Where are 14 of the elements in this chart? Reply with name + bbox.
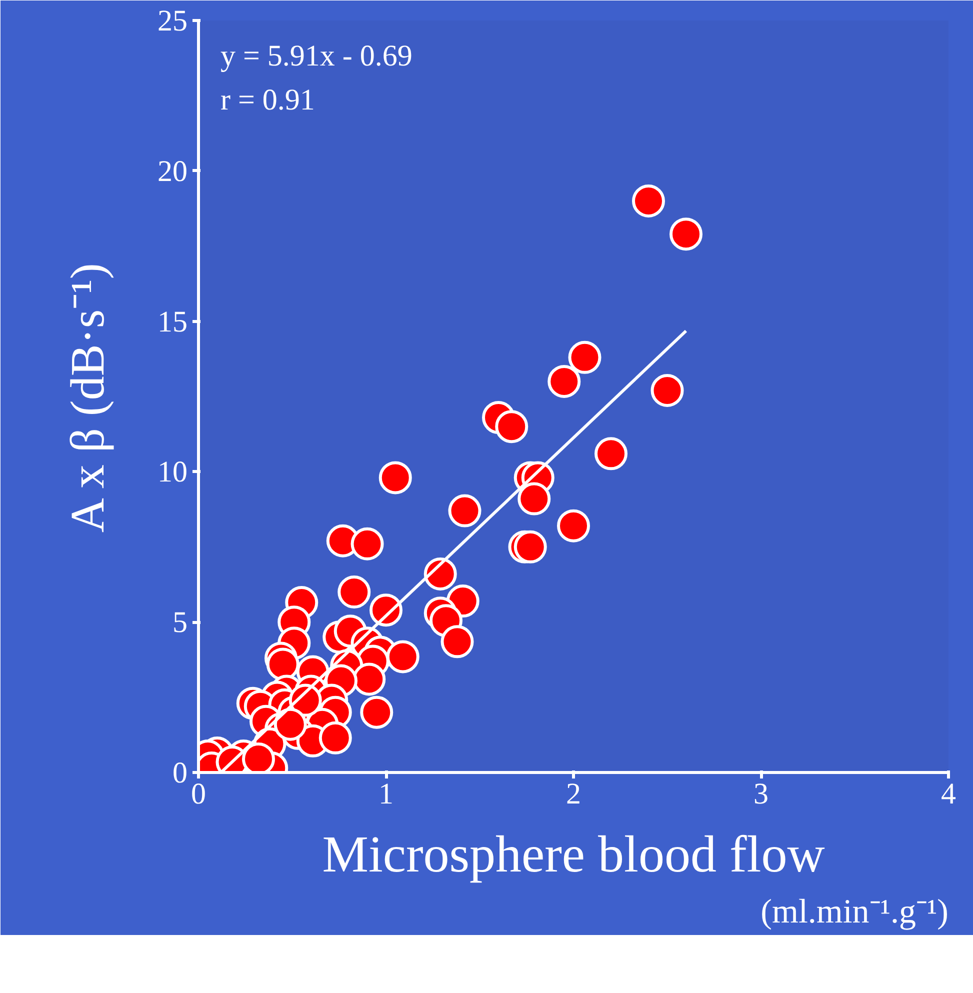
text: Microsphere blood flow (ml.min⁻¹.g⁻¹)	[322, 826, 949, 930]
annotation: y = 5.91x - 0.69	[220, 40, 412, 72]
y-axis-title: A x β (dB·s⁻¹)	[62, 263, 114, 533]
x-tick-label: 3	[754, 778, 768, 810]
y-tick-label: 5	[172, 606, 188, 640]
y-tick-label: 0	[172, 756, 188, 790]
x-tick-label: 1	[378, 778, 394, 810]
x-tick-label: 2	[566, 778, 581, 810]
y-tick-label: 15	[158, 305, 188, 338]
annotation: r = 0.91	[220, 84, 315, 116]
y-tick-label: 25	[158, 4, 188, 38]
y-tick-label: 10	[158, 456, 188, 489]
y-tick-label: 20	[158, 154, 188, 188]
x-tick-label: 4	[941, 778, 956, 810]
